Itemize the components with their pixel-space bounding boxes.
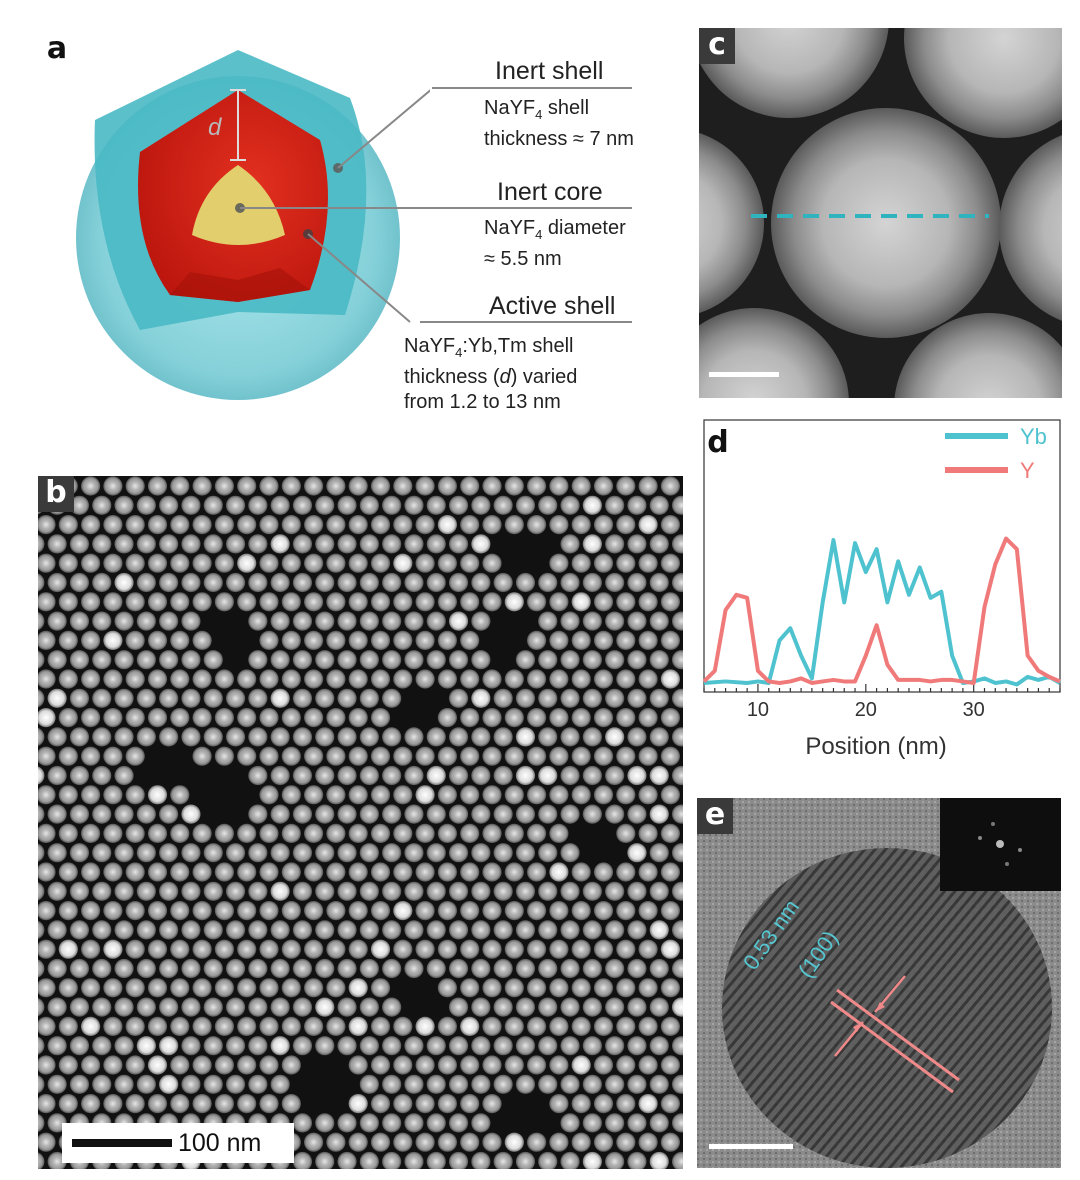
line-profile-chart: 10 20 30 Position (nm) Yb Y: [702, 419, 1061, 760]
panel-label-e: e: [697, 798, 733, 834]
x-tick-label: 30: [963, 699, 985, 721]
x-tick-label: 20: [855, 699, 877, 721]
x-tick-label: 10: [747, 699, 769, 721]
legend-label-yb: Yb: [1020, 424, 1047, 449]
inert-shell-title: Inert shell: [495, 57, 604, 85]
legend: Yb Y: [945, 424, 1047, 483]
legend-label-y: Y: [1020, 458, 1035, 483]
panel-label-a: a: [46, 31, 68, 66]
annotation-leaders: [420, 87, 632, 323]
plot-frame: [703, 419, 1061, 693]
nanoparticle-schematic: [76, 50, 430, 400]
panel-c-image: [699, 28, 1062, 398]
x-axis-label: Position (nm): [805, 733, 946, 760]
scale-bar-label: 100 nm: [178, 1129, 262, 1157]
nanoparticle-lattice: [38, 476, 683, 1169]
scale-bar: [72, 1139, 172, 1147]
active-shell-title: Active shell: [489, 292, 616, 320]
series-line-yb: [703, 538, 1061, 687]
panel-e-image: [697, 798, 1061, 1168]
x-axis: 10 20 30: [703, 684, 1061, 721]
panel-label-b: b: [38, 476, 74, 512]
inert-core-title: Inert core: [497, 178, 603, 206]
scale-bar-box: 100 nm: [62, 1123, 294, 1163]
panel-label-d: d: [707, 425, 729, 460]
panel-label-c: c: [699, 28, 735, 64]
series-line-y: [702, 536, 1061, 685]
d-symbol: d: [208, 114, 222, 141]
panel-b-image: [38, 476, 683, 1169]
inert-core-desc: NaYF4 diameter ≈ 5.5 nm: [484, 217, 626, 270]
active-shell-floor: [170, 268, 310, 302]
active-shell-desc: NaYF4:Yb,Tm shell thickness (d) varied f…: [404, 335, 578, 413]
inert-shell-desc: NaYF4 shell thickness ≈ 7 nm: [484, 97, 634, 150]
